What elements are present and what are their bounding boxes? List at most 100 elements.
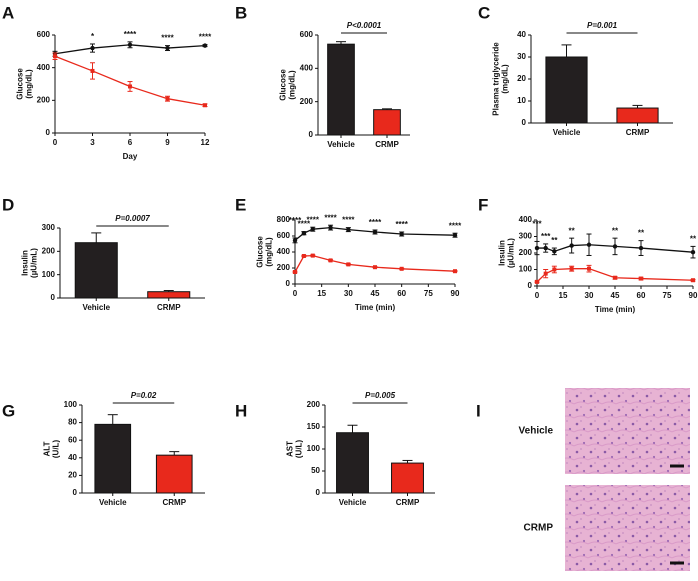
y-tick-label: 100 [307, 444, 321, 453]
panel-letter: A [2, 3, 14, 22]
panel: F 0 100 200 300 400 Insulin(µU/mL) 0 15 30 45 60 75 9… [478, 195, 698, 314]
y-tick-label: 200 [519, 248, 533, 257]
panel: B 0 200 400 600 Glucose(mg/dL) Vehicle CRMP P<0.… [235, 3, 410, 149]
panel-letter: H [235, 401, 247, 420]
point [202, 43, 208, 48]
x-tick-label: 12 [201, 138, 210, 147]
y-axis-label: Insulin(µU/mL) [498, 238, 516, 268]
y-tick-label: 200 [307, 400, 321, 409]
y-tick-label: 0 [51, 293, 56, 302]
point [203, 103, 207, 108]
y-tick-label: 400 [277, 247, 291, 256]
panel: H 0 50 100 150 200 AST(U/L) Vehicle CRMP P=0.005 [235, 391, 435, 507]
significance-stars: ** [690, 235, 697, 244]
point [128, 84, 132, 89]
y-tick-label: 100 [42, 270, 56, 279]
y-tick-label: 0 [286, 279, 291, 288]
y-label-line: Insulin [498, 240, 507, 266]
y-label-line: Plasma triglyceride [492, 42, 501, 116]
point [90, 68, 95, 73]
bar [327, 43, 355, 136]
point [586, 242, 592, 247]
y-tick-label: 200 [37, 95, 51, 104]
y-tick-label: 400 [300, 63, 314, 72]
bar [147, 291, 191, 299]
y-axis-label: ALT(U/L) [43, 440, 61, 459]
y-axis-label: AST(U/L) [286, 440, 304, 459]
point [552, 249, 557, 254]
y-tick-label: 600 [37, 30, 51, 39]
y-tick-label: 400 [519, 215, 533, 224]
point [639, 276, 643, 281]
y-label-line: (µU/mL) [507, 238, 516, 268]
y-tick-label: 0 [316, 488, 321, 497]
x-axis-label: Time (min) [355, 303, 396, 312]
x-tick-label: 0 [293, 289, 298, 298]
y-tick-label: 60 [68, 435, 77, 444]
significance-stars: **** [199, 33, 212, 42]
x-tick-label: CRMP [396, 498, 420, 507]
panel: D 0 100 200 300 Insulin(µU/mL) Vehicle CRMP P=0.… [2, 195, 205, 312]
panel-letter: C [478, 3, 490, 22]
significance-stars: **** [161, 34, 174, 43]
point [638, 245, 644, 251]
bar [155, 454, 193, 494]
x-tick-label: 75 [424, 289, 433, 298]
significance-stars: **** [342, 216, 355, 225]
y-label-line: Glucose [256, 236, 265, 268]
x-tick-label: 30 [585, 291, 594, 300]
point [53, 54, 57, 59]
point [310, 253, 315, 258]
panel-letter: G [2, 401, 15, 420]
panel: C 0 10 20 30 40 Plasma triglyceride(mg/dL) Vehi… [478, 3, 673, 137]
point [587, 266, 591, 271]
series-line [54, 55, 206, 106]
panel-letter: I [476, 401, 481, 420]
p-value: P<0.0001 [347, 21, 382, 30]
x-tick-label: 15 [559, 291, 568, 300]
point [165, 45, 170, 51]
y-axis-label: Glucose(mg/dL) [16, 68, 34, 100]
x-axis-label: Day [123, 152, 138, 161]
y-label-line: (µU/mL) [30, 248, 39, 278]
x-tick-label: CRMP [162, 498, 186, 507]
point [346, 227, 351, 232]
x-tick-label: 45 [371, 289, 380, 298]
point [165, 96, 170, 101]
bar [94, 423, 132, 494]
y-axis-label: Glucose(mg/dL) [256, 236, 274, 268]
x-tick-label: 15 [317, 289, 326, 298]
x-tick-label: 3 [90, 138, 95, 147]
y-tick-label: 800 [277, 215, 291, 224]
panel-letter: F [478, 195, 488, 214]
x-tick-label: 90 [451, 289, 460, 298]
point [534, 245, 540, 251]
micrograph [565, 485, 690, 571]
y-label-line: (mg/dL) [25, 69, 34, 99]
point [691, 278, 695, 283]
y-tick-label: 0 [309, 130, 314, 139]
x-tick-label: Vehicle [82, 303, 110, 312]
point [127, 42, 133, 47]
point [452, 233, 458, 238]
significance-stars: *** [532, 220, 542, 229]
significance-stars: **** [324, 213, 337, 222]
significance-stars: **** [298, 220, 311, 229]
y-tick-label: 300 [42, 223, 56, 232]
point [399, 266, 404, 271]
point [613, 275, 617, 280]
y-label-line: Glucose [16, 68, 25, 100]
significance-stars: **** [307, 215, 320, 224]
point [569, 266, 574, 271]
y-tick-label: 30 [517, 52, 526, 61]
p-value: P=0.001 [587, 21, 618, 30]
y-axis-label: Glucose(mg/dL) [279, 69, 297, 101]
y-label-line: (mg/dL) [501, 64, 510, 94]
panel-letter: E [235, 195, 246, 214]
series-line [294, 254, 456, 273]
point [535, 279, 539, 284]
significance-stars: **** [369, 218, 382, 227]
point [552, 267, 557, 272]
y-tick-label: 200 [42, 246, 56, 255]
significance-stars: ** [569, 226, 576, 235]
